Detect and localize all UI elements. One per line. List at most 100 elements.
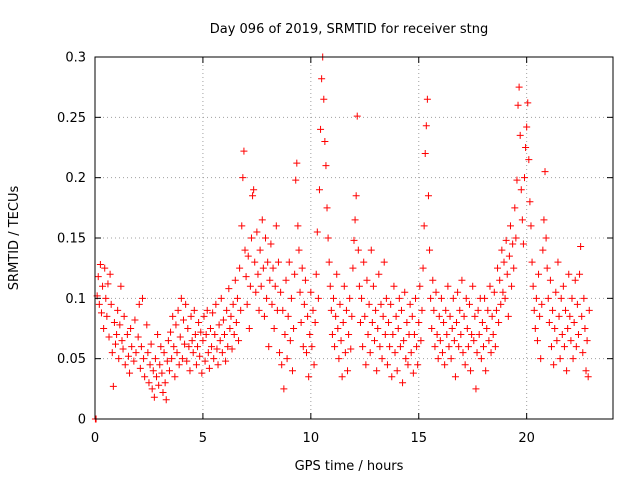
data-point [469, 282, 477, 290]
data-point [259, 264, 267, 272]
data-point [437, 294, 445, 302]
data-point [226, 325, 234, 332]
data-point [468, 331, 476, 339]
data-point [527, 222, 535, 230]
y-tick-label: 0 [78, 413, 86, 428]
data-point [390, 282, 398, 290]
data-point [501, 294, 509, 302]
data-point [453, 318, 461, 326]
y-axis-label: SRMTID / TECUs [7, 186, 22, 291]
data-point [287, 294, 295, 302]
data-point [344, 367, 352, 375]
data-point [216, 337, 224, 345]
data-point [519, 240, 527, 248]
data-point [121, 361, 129, 369]
x-tick-label: 20 [518, 431, 535, 446]
data-point [530, 306, 538, 314]
data-point [553, 337, 561, 345]
data-point [525, 156, 533, 164]
data-point [554, 258, 562, 266]
data-point [99, 282, 107, 290]
data-point [348, 312, 356, 320]
data-point [563, 367, 571, 375]
data-point [459, 349, 467, 357]
data-point [369, 282, 377, 290]
data-point [186, 367, 194, 375]
data-point [321, 137, 329, 145]
data-point [214, 361, 222, 369]
data-point [229, 300, 237, 308]
data-point [426, 246, 434, 254]
data-point [487, 349, 495, 357]
data-point [269, 264, 277, 272]
data-point [383, 361, 391, 369]
data-point [198, 369, 206, 377]
data-point [161, 379, 169, 387]
data-point [414, 361, 422, 369]
data-point [281, 331, 289, 339]
data-point [528, 258, 536, 266]
data-point [482, 367, 490, 375]
data-point [538, 300, 546, 308]
data-point [499, 288, 507, 296]
axis-ticks [94, 56, 613, 420]
data-point [171, 373, 179, 381]
data-point [201, 357, 209, 365]
data-point [255, 306, 263, 314]
data-point [524, 99, 532, 107]
data-point [514, 101, 522, 109]
data-point [371, 337, 379, 345]
data-point [306, 331, 314, 339]
data-point [481, 294, 489, 302]
data-point [247, 234, 255, 242]
data-point [464, 343, 472, 351]
y-tick-label: 0.3 [65, 51, 86, 66]
data-point [517, 186, 525, 194]
data-point [449, 294, 457, 302]
data-point [293, 159, 301, 167]
data-point [526, 198, 534, 206]
data-point [328, 331, 336, 339]
data-point [204, 349, 212, 357]
data-point [422, 122, 430, 130]
data-point [212, 300, 220, 308]
data-point [225, 285, 233, 293]
data-point [227, 312, 235, 320]
data-point [188, 337, 196, 345]
data-point [335, 355, 343, 363]
data-point [443, 331, 451, 339]
data-point [333, 270, 341, 278]
data-point [381, 331, 389, 339]
data-point [305, 373, 313, 381]
data-point [311, 318, 319, 326]
data-point [580, 294, 588, 302]
data-point [546, 276, 554, 284]
data-point [535, 270, 543, 278]
data-point [375, 270, 383, 278]
data-point [542, 234, 550, 242]
data-point [175, 361, 183, 369]
data-point [415, 318, 423, 326]
data-point [529, 282, 537, 290]
data-point [191, 331, 199, 339]
data-point [315, 186, 323, 194]
data-point [263, 294, 271, 302]
data-point [413, 343, 421, 351]
data-point [366, 349, 374, 357]
data-point [368, 318, 376, 326]
data-point [268, 300, 276, 308]
data-point [361, 312, 369, 320]
data-point [584, 373, 592, 381]
data-point [430, 306, 438, 314]
data-point [126, 369, 134, 377]
data-point [450, 337, 458, 345]
data-point [112, 340, 120, 348]
data-point [113, 331, 121, 339]
data-point [243, 300, 251, 308]
data-point [147, 340, 155, 348]
data-point [288, 367, 296, 375]
data-point [560, 343, 568, 351]
data-point [101, 264, 109, 272]
data-point [286, 337, 294, 345]
data-point [441, 361, 449, 369]
